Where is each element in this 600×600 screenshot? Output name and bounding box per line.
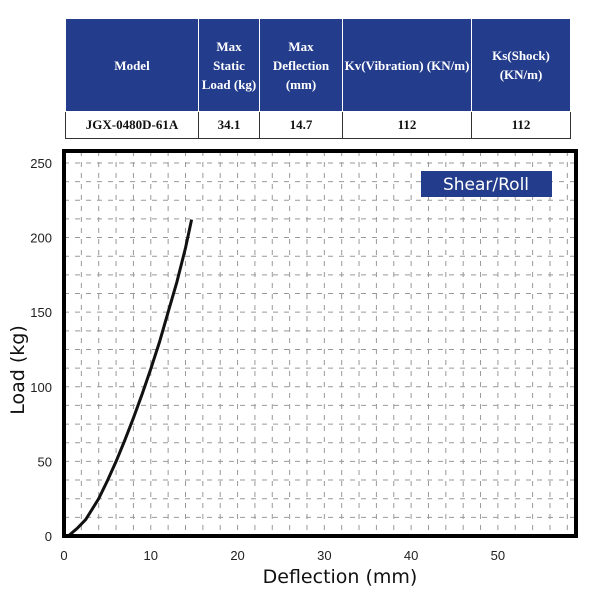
header-model: Model [65, 18, 199, 112]
series-line-shear-roll [67, 219, 194, 538]
cell-ks: 112 [471, 111, 571, 139]
tick-labels: 0 10 20 30 40 50 0 50 100 150 200 250 [30, 156, 505, 563]
legend-label: Shear/Roll [443, 175, 529, 195]
y-tick-label: 100 [30, 380, 52, 395]
y-tick-label: 50 [38, 454, 52, 469]
header-ks: Ks(Shock) (KN/m) [471, 18, 571, 112]
cell-deflection: 14.7 [259, 111, 343, 139]
table-row: JGX-0480D-61A 34.1 14.7 112 112 [65, 111, 571, 139]
y-tick-label: 150 [30, 305, 52, 320]
x-tick-label: 10 [144, 548, 158, 563]
y-axis-label: Load (kg) [7, 325, 29, 415]
x-tick-label: 40 [404, 548, 418, 563]
grid [64, 151, 576, 536]
x-tick-label: 0 [60, 548, 67, 563]
x-tick-label: 20 [230, 548, 244, 563]
cell-load: 34.1 [198, 111, 260, 139]
y-tick-label: 0 [45, 529, 52, 544]
x-tick-label: 30 [317, 548, 331, 563]
header-max-deflection: Max Deflection (mm) [259, 18, 343, 112]
cell-kv: 112 [342, 111, 472, 139]
spec-table: Model Max Static Load (kg) Max Deflectio… [65, 18, 571, 139]
plot-frame [62, 149, 578, 538]
header-kv: Kv(Vibration) (KN/m) [342, 18, 472, 112]
x-tick-label: 50 [491, 548, 505, 563]
legend-box [421, 171, 552, 197]
y-tick-label: 200 [30, 231, 52, 246]
x-axis-label: Deflection (mm) [263, 566, 418, 588]
cell-model: JGX-0480D-61A [65, 111, 199, 139]
y-tick-label: 250 [30, 156, 52, 171]
